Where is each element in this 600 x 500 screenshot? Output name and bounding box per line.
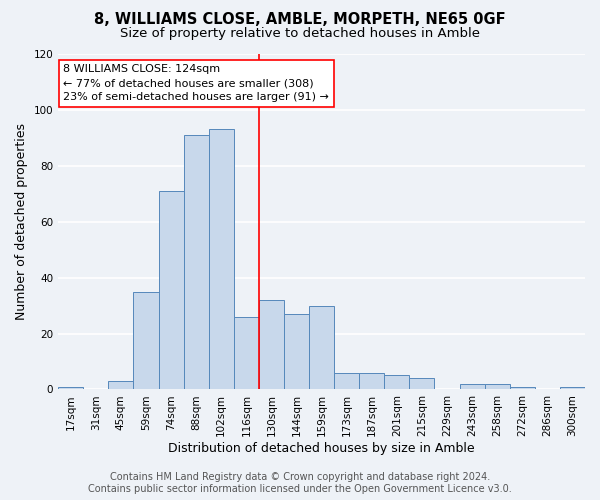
Bar [234,317,259,390]
Bar [284,314,309,390]
Bar [385,376,409,390]
Bar [184,135,209,390]
Bar [359,372,385,390]
Text: 8, WILLIAMS CLOSE, AMBLE, MORPETH, NE65 0GF: 8, WILLIAMS CLOSE, AMBLE, MORPETH, NE65 … [94,12,506,28]
Bar [259,300,284,390]
Bar [109,381,133,390]
Bar [485,384,510,390]
X-axis label: Distribution of detached houses by size in Amble: Distribution of detached houses by size … [168,442,475,455]
Y-axis label: Number of detached properties: Number of detached properties [15,123,28,320]
Bar [409,378,434,390]
Text: 8 WILLIAMS CLOSE: 124sqm
← 77% of detached houses are smaller (308)
23% of semi-: 8 WILLIAMS CLOSE: 124sqm ← 77% of detach… [64,64,329,102]
Bar [309,306,334,390]
Bar [158,191,184,390]
Bar [560,386,585,390]
Bar [209,130,234,390]
Bar [334,372,359,390]
Text: Contains HM Land Registry data © Crown copyright and database right 2024.
Contai: Contains HM Land Registry data © Crown c… [88,472,512,494]
Bar [460,384,485,390]
Bar [133,292,158,390]
Bar [510,386,535,390]
Text: Size of property relative to detached houses in Amble: Size of property relative to detached ho… [120,28,480,40]
Bar [58,386,83,390]
